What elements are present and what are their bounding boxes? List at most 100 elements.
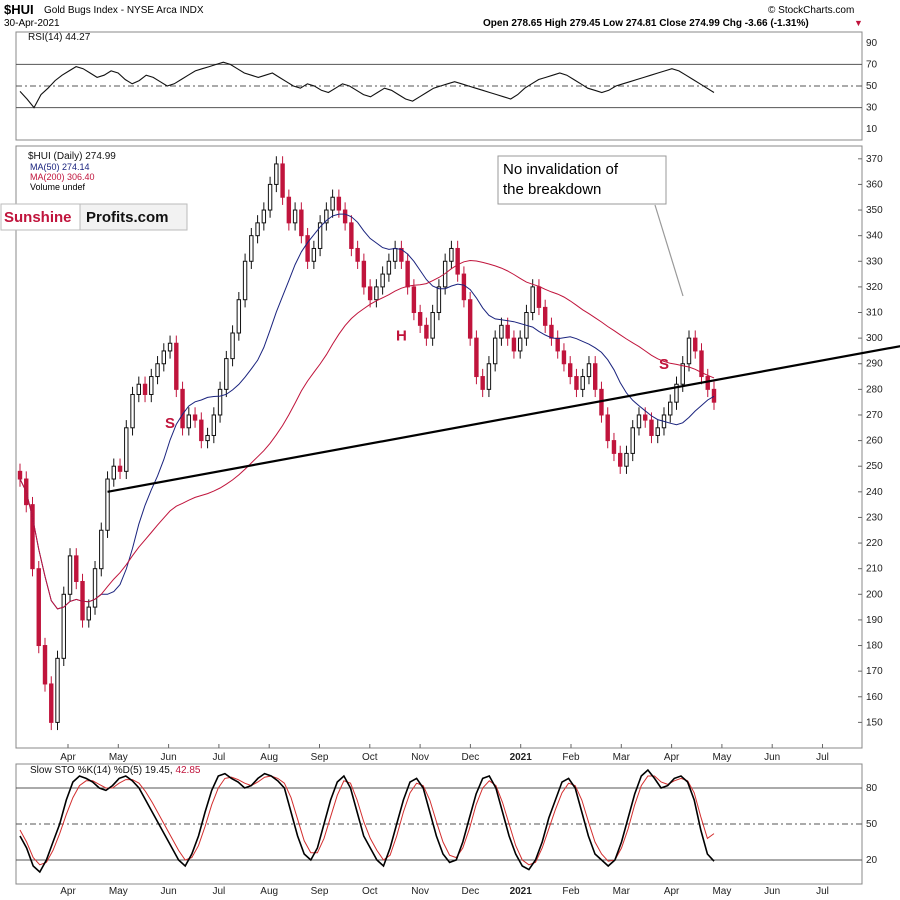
candle-body-34 <box>230 332 235 360</box>
sto-xtick-15: Jul <box>816 886 829 897</box>
candle-body-53 <box>349 222 354 249</box>
sto-xtick-8: Dec <box>462 886 480 897</box>
candle-body-45 <box>299 209 304 237</box>
sto-xtick-14: Jun <box>764 886 780 897</box>
chart-date: 30-Apr-2021 <box>4 18 60 29</box>
price-ytick-340: 340 <box>866 231 883 242</box>
candle-body-102 <box>655 427 660 436</box>
candle-body-13 <box>99 529 104 570</box>
price-ytick-200: 200 <box>866 589 883 600</box>
price-xtick-13: May <box>712 752 731 763</box>
sto-xtick-10: Feb <box>562 886 580 897</box>
sto-d-line <box>19 775 715 866</box>
candle-body-0 <box>17 470 23 480</box>
candle-body-77 <box>499 324 504 339</box>
candle-body-72 <box>467 299 473 339</box>
candle-body-7 <box>61 593 66 659</box>
callout-line-1: No invalidation of <box>503 161 619 178</box>
candle-body-71 <box>461 273 467 301</box>
candle-body-87 <box>561 350 567 365</box>
candle-body-80 <box>517 337 523 352</box>
candle-body-54 <box>355 247 360 262</box>
sto-xtick-11: Mar <box>613 886 631 897</box>
candle-body-14 <box>105 478 110 531</box>
sto-xtick-12: Apr <box>664 886 680 897</box>
price-xtick-11: Mar <box>613 752 631 763</box>
candle-body-89 <box>574 376 579 390</box>
candle-body-42 <box>280 163 285 198</box>
candle-body-79 <box>511 337 517 352</box>
price-ytick-230: 230 <box>866 512 883 523</box>
price-ytick-320: 320 <box>866 282 883 293</box>
candle-body-12 <box>92 568 98 608</box>
neckline-trendline <box>107 345 900 493</box>
price-xtick-12: Apr <box>664 752 680 763</box>
price-ytick-310: 310 <box>866 308 883 319</box>
candle-body-76 <box>492 337 498 365</box>
candle-body-86 <box>555 337 560 352</box>
candle-body-63 <box>411 286 417 314</box>
candle-body-50 <box>330 196 335 211</box>
legend-ma200: MA(200) 306.40 <box>30 172 95 182</box>
sto-xtick-0: Apr <box>60 886 76 897</box>
candle-body-106 <box>680 363 685 385</box>
candle-body-44 <box>292 209 298 224</box>
logo-left-text: Sunshine <box>4 209 72 226</box>
candle-body-40 <box>267 183 273 211</box>
candle-body-25 <box>174 342 179 390</box>
price-xtick-7: Nov <box>411 752 429 763</box>
price-ytick-240: 240 <box>866 487 883 498</box>
candle-body-100 <box>643 414 648 421</box>
candle-body-96 <box>618 452 623 467</box>
price-ytick-300: 300 <box>866 333 883 344</box>
breakdown-callout: No invalidation of the breakdown <box>497 155 684 297</box>
rsi-label: RSI(14) 44.27 <box>28 32 91 43</box>
price-xtick-5: Sep <box>311 752 329 763</box>
candle-body-17 <box>124 427 129 472</box>
sto-xtick-4: Aug <box>260 886 278 897</box>
price-xtick-10: Feb <box>562 752 580 763</box>
candle-body-55 <box>361 260 367 288</box>
sto-xtick-9: 2021 <box>510 886 533 897</box>
candle-body-49 <box>324 209 329 224</box>
price-ytick-280: 280 <box>866 384 883 395</box>
callout-pointer <box>654 204 684 297</box>
sto-label: Slow STO %K(14) %D(5) 19.45, 42.85 <box>30 765 201 776</box>
price-xtick-2: Jun <box>161 752 177 763</box>
price-xtick-3: Jul <box>213 752 226 763</box>
candle-body-20 <box>142 383 148 395</box>
price-ytick-370: 370 <box>866 154 883 165</box>
candle-body-15 <box>111 465 116 480</box>
pattern-label-0: S <box>165 415 175 432</box>
price-xtick-9: 2021 <box>510 752 533 763</box>
candle-body-104 <box>668 401 673 416</box>
logo-right-text: Profits.com <box>86 209 169 226</box>
candle-body-101 <box>649 419 654 436</box>
candle-body-56 <box>367 286 373 301</box>
sto-ytick-20: 20 <box>866 855 878 866</box>
rsi-line <box>19 61 715 109</box>
candle-body-29 <box>199 419 204 442</box>
candle-body-82 <box>530 286 535 314</box>
rsi-ytick-90: 90 <box>866 38 878 49</box>
ohlc-readout: Open 278.65 High 279.45 Low 274.81 Close… <box>483 18 809 29</box>
candle-body-111 <box>711 388 717 403</box>
price-ytick-170: 170 <box>866 666 883 677</box>
candle-body-21 <box>149 376 154 395</box>
sto-xtick-3: Jul <box>213 886 226 897</box>
candle-body-31 <box>211 414 217 436</box>
price-xtick-6: Oct <box>362 752 378 763</box>
candle-body-62 <box>405 260 410 288</box>
price-xtick-15: Jul <box>816 752 829 763</box>
candle-body-108 <box>693 337 698 352</box>
candle-body-66 <box>430 312 435 339</box>
sto-label-k: Slow STO %K(14) %D(5) 19.45, <box>30 765 173 776</box>
candle-body-2 <box>30 504 35 570</box>
candle-body-60 <box>392 247 398 262</box>
candle-body-99 <box>636 414 642 429</box>
price-ytick-290: 290 <box>866 359 883 370</box>
legend-volume: Volume undef <box>30 182 86 192</box>
candle-body-74 <box>480 376 485 390</box>
sto-label-d: 42.85 <box>175 765 200 776</box>
candle-body-94 <box>605 414 610 442</box>
